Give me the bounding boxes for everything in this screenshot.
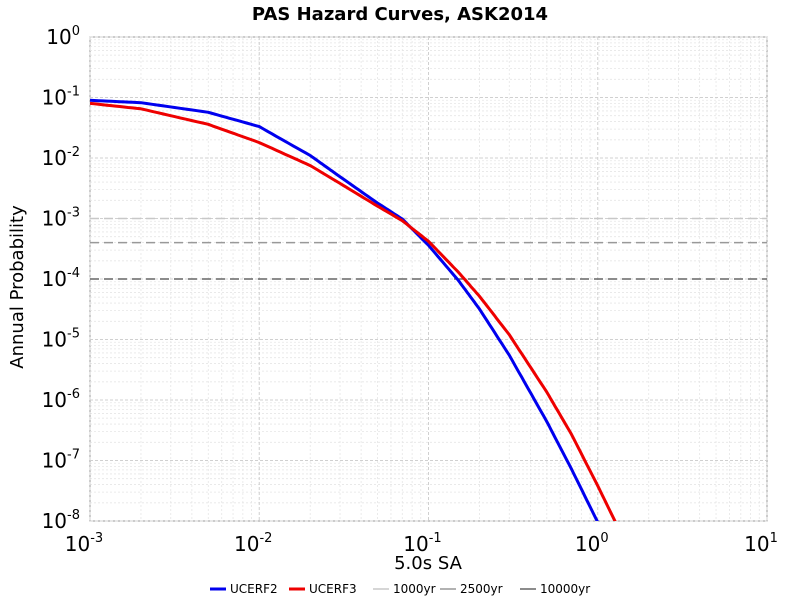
x-tick-label: 101 bbox=[744, 531, 778, 556]
y-tick-label: 10-3 bbox=[42, 206, 80, 231]
chart-title: PAS Hazard Curves, ASK2014 bbox=[252, 4, 548, 25]
x-tick-label: 100 bbox=[575, 531, 609, 556]
y-tick-label: 100 bbox=[46, 24, 80, 49]
legend: UCERF2 UCERF3 1000yr 2500yr 10000yr bbox=[210, 582, 590, 596]
series-lines bbox=[90, 98, 617, 521]
legend-label-10000yr: 10000yr bbox=[540, 582, 590, 596]
y-tick-label: 10-7 bbox=[42, 448, 80, 473]
series-line-UCERF3 bbox=[90, 101, 617, 521]
legend-label-2500yr: 2500yr bbox=[460, 582, 503, 596]
x-tick-labels: 10-3 10-2 10-1 100 101 bbox=[65, 531, 778, 556]
x-tick-label: 10-2 bbox=[234, 531, 272, 556]
y-tick-label: 10-6 bbox=[42, 387, 80, 412]
y-tick-labels: 100 10-1 10-2 10-3 10-4 10-5 10-6 10-7 10-8 bbox=[42, 24, 80, 533]
legend-label-UCERF2: UCERF2 bbox=[230, 582, 278, 596]
x-tick-label: 10-1 bbox=[403, 531, 441, 556]
y-tick-label: 10-1 bbox=[42, 85, 80, 110]
y-axis-label: Annual Probability bbox=[7, 205, 28, 369]
x-tick-label: 10-3 bbox=[65, 531, 103, 556]
y-tick-label: 10-4 bbox=[42, 266, 80, 291]
legend-label-UCERF3: UCERF3 bbox=[309, 582, 357, 596]
x-axis-label: 5.0s SA bbox=[394, 553, 462, 574]
legend-label-1000yr: 1000yr bbox=[393, 582, 436, 596]
y-tick-label: 10-8 bbox=[42, 508, 80, 533]
y-tick-label: 10-2 bbox=[42, 145, 80, 170]
y-tick-label: 10-5 bbox=[42, 327, 80, 352]
